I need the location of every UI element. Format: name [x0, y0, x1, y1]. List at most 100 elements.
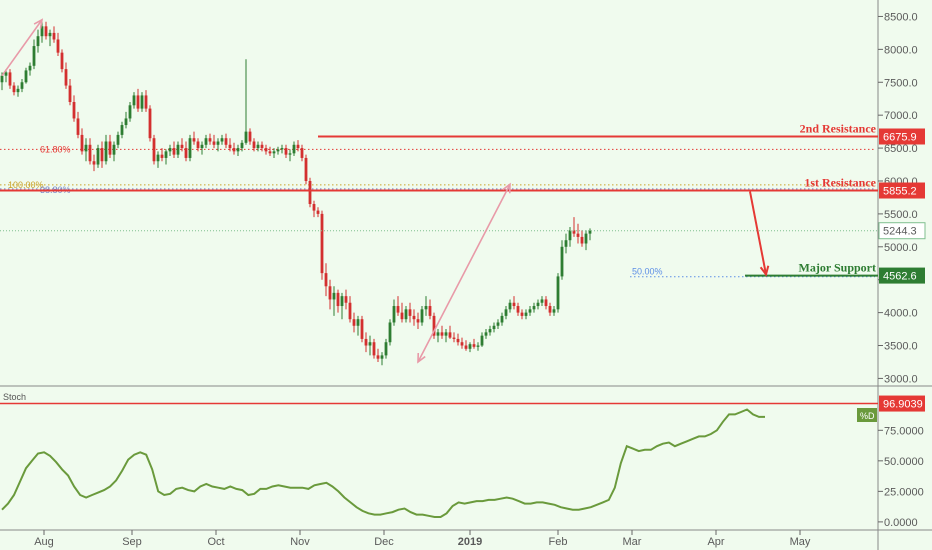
- candle-body: [476, 345, 480, 347]
- projection-arrows: [1, 18, 770, 364]
- projection-arrowhead: [33, 18, 44, 29]
- candle-body: [440, 332, 444, 336]
- candle-body: [396, 306, 400, 313]
- candle-body: [64, 69, 68, 86]
- y-tick-label: 5500.0: [884, 209, 918, 221]
- candle-body: [516, 306, 520, 313]
- candle-body: [260, 144, 264, 149]
- x-tick-label: Nov: [290, 536, 310, 548]
- candle-body: [188, 138, 192, 158]
- candle-body: [572, 230, 576, 234]
- candlestick-series: [0, 19, 592, 366]
- candle-body: [564, 240, 568, 247]
- candle-body: [164, 151, 168, 158]
- candle-body: [252, 141, 256, 149]
- projection-arrowhead: [417, 352, 426, 364]
- candle-body: [464, 345, 468, 349]
- stochastic-panel: Stoch %D: [0, 392, 878, 518]
- candle-body: [452, 337, 456, 339]
- candle-body: [152, 138, 156, 162]
- candle-body: [40, 26, 44, 37]
- candle-body: [372, 342, 376, 356]
- candle-body: [84, 144, 88, 152]
- candle-body: [588, 230, 592, 234]
- stochastic-y-axis: 0.0000 25.0000 50.0000 75.0000: [878, 425, 924, 529]
- y-tick-label: 8500.0: [884, 11, 918, 23]
- candle-body: [200, 144, 204, 149]
- candle-body: [316, 210, 320, 214]
- candle-body: [536, 302, 540, 307]
- candle-body: [48, 32, 52, 37]
- candle-body: [560, 246, 564, 277]
- candle-body: [80, 134, 84, 152]
- candle-body: [8, 72, 12, 86]
- candle-body: [148, 108, 152, 139]
- candle-body: [24, 70, 28, 83]
- level-price-badge: 5855.2: [883, 186, 917, 198]
- projection-arrowhead: [759, 265, 770, 277]
- candle-body: [384, 342, 388, 356]
- fib-level-label: 100.00%: [8, 180, 44, 190]
- candle-body: [136, 95, 140, 109]
- candle-body: [172, 148, 176, 155]
- candle-body: [524, 312, 528, 316]
- y-tick-label: 6500.0: [884, 143, 918, 155]
- candle-body: [4, 72, 8, 76]
- candle-body: [408, 309, 412, 316]
- candle-body: [160, 154, 164, 158]
- fib-level-label: 50.00%: [632, 267, 663, 277]
- candle-body: [288, 153, 292, 155]
- candle-body: [244, 131, 248, 143]
- level-price-badge-bg: [879, 182, 925, 199]
- candle-body: [456, 338, 460, 343]
- candle-body: [124, 118, 128, 126]
- fib-level-label: 61.80%: [40, 144, 71, 154]
- candle-body: [168, 148, 172, 152]
- candle-body: [460, 342, 464, 346]
- candle-body: [424, 306, 428, 310]
- candle-body: [324, 273, 328, 287]
- stoch-d-line: [1, 408, 765, 518]
- candle-body: [436, 332, 440, 336]
- candle-body: [420, 309, 424, 323]
- candle-body: [468, 344, 472, 349]
- candle-body: [192, 138, 196, 142]
- candle-body: [528, 309, 532, 313]
- level-price-badge: 4562.6: [883, 271, 917, 283]
- candle-body: [92, 161, 96, 165]
- candle-body: [248, 131, 252, 142]
- candle-body: [120, 125, 124, 135]
- candle-body: [44, 26, 48, 37]
- x-tick-label: Apr: [707, 536, 724, 548]
- candle-body: [340, 296, 344, 307]
- candle-body: [176, 144, 180, 155]
- candle-body: [428, 306, 432, 316]
- candle-body: [328, 286, 332, 300]
- x-tick-label: Dec: [374, 536, 394, 548]
- candle-body: [552, 309, 556, 313]
- candle-body: [400, 312, 404, 320]
- candle-body: [268, 151, 272, 154]
- candle-body: [100, 148, 104, 162]
- candle-body: [296, 144, 300, 149]
- y-tick-label: 7500.0: [884, 77, 918, 89]
- candle-body: [76, 118, 80, 135]
- y-tick-label: 3500.0: [884, 341, 918, 353]
- candle-body: [224, 138, 228, 145]
- candle-body: [352, 319, 356, 326]
- candle-body: [444, 332, 448, 336]
- candle-body: [28, 65, 32, 71]
- candle-body: [184, 148, 188, 158]
- candle-body: [204, 138, 208, 145]
- candle-body: [580, 236, 584, 244]
- support-resistance-levels: 2nd Resistance 1st Resistance Major Suppor…: [0, 122, 878, 277]
- candle-body: [112, 144, 116, 155]
- candle-body: [368, 342, 372, 346]
- y-tick-label: 7000.0: [884, 110, 918, 122]
- candle-body: [264, 148, 268, 152]
- level-price-badge: 6675.9: [883, 132, 917, 144]
- candle-body: [300, 148, 304, 158]
- candle-body: [156, 154, 160, 162]
- candle-body: [344, 296, 348, 303]
- stoch-y-tick-label: 75.0000: [884, 425, 924, 437]
